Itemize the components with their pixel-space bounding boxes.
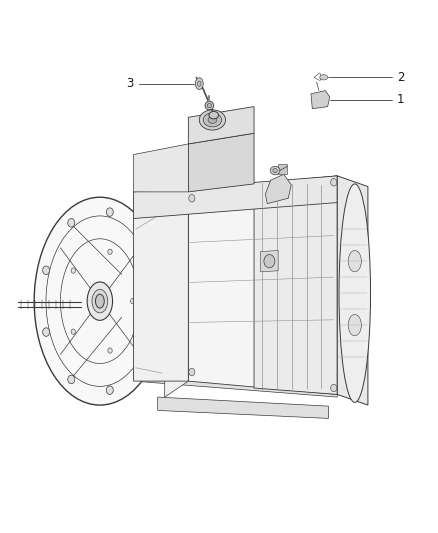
Ellipse shape xyxy=(348,251,361,272)
Polygon shape xyxy=(311,91,330,109)
Ellipse shape xyxy=(153,297,160,305)
Ellipse shape xyxy=(140,239,147,247)
Ellipse shape xyxy=(205,101,214,110)
Ellipse shape xyxy=(273,168,277,173)
Ellipse shape xyxy=(106,208,113,216)
Ellipse shape xyxy=(71,329,75,334)
Polygon shape xyxy=(188,133,254,192)
Ellipse shape xyxy=(108,249,112,254)
Polygon shape xyxy=(337,176,368,405)
Ellipse shape xyxy=(320,75,328,80)
Polygon shape xyxy=(165,192,188,397)
Ellipse shape xyxy=(189,195,195,202)
Polygon shape xyxy=(134,144,188,192)
Ellipse shape xyxy=(95,294,104,308)
Ellipse shape xyxy=(195,78,203,90)
Polygon shape xyxy=(134,192,188,381)
Ellipse shape xyxy=(198,81,201,86)
Polygon shape xyxy=(254,176,337,394)
Polygon shape xyxy=(158,397,328,418)
Polygon shape xyxy=(134,176,337,219)
Ellipse shape xyxy=(199,110,226,130)
Polygon shape xyxy=(261,251,278,272)
Polygon shape xyxy=(188,176,337,394)
Polygon shape xyxy=(134,357,337,397)
Polygon shape xyxy=(278,164,287,174)
Text: 3: 3 xyxy=(126,77,134,90)
Ellipse shape xyxy=(348,314,361,336)
Ellipse shape xyxy=(108,348,112,353)
Ellipse shape xyxy=(68,375,75,384)
Ellipse shape xyxy=(131,298,135,304)
Ellipse shape xyxy=(207,103,212,108)
Ellipse shape xyxy=(140,355,147,364)
Polygon shape xyxy=(188,107,254,144)
Ellipse shape xyxy=(68,219,75,227)
Ellipse shape xyxy=(203,113,222,127)
Ellipse shape xyxy=(331,384,337,392)
Ellipse shape xyxy=(34,197,166,405)
Ellipse shape xyxy=(270,166,280,175)
Ellipse shape xyxy=(339,184,371,402)
Polygon shape xyxy=(34,197,166,405)
Ellipse shape xyxy=(331,179,337,186)
Ellipse shape xyxy=(208,117,217,124)
Ellipse shape xyxy=(264,255,275,268)
Text: 1: 1 xyxy=(397,93,404,106)
Ellipse shape xyxy=(42,266,49,274)
Ellipse shape xyxy=(42,328,49,336)
Text: 2: 2 xyxy=(397,71,404,84)
Ellipse shape xyxy=(189,368,195,376)
Ellipse shape xyxy=(92,289,108,313)
Polygon shape xyxy=(265,174,291,204)
Ellipse shape xyxy=(106,386,113,394)
Ellipse shape xyxy=(87,282,113,320)
Ellipse shape xyxy=(71,268,75,273)
Ellipse shape xyxy=(209,111,219,119)
